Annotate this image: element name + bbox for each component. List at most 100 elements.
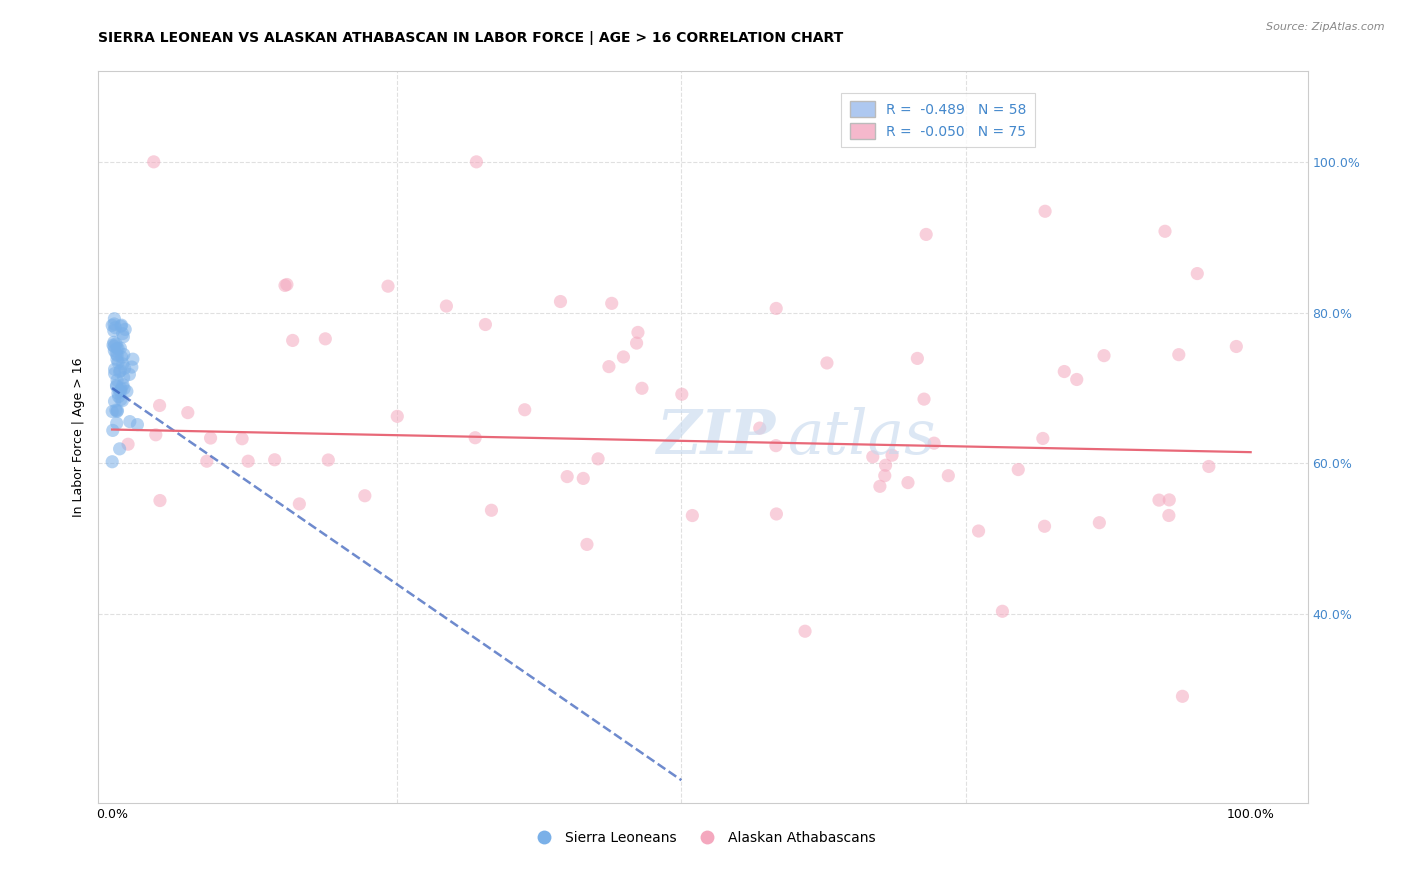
Point: [103, 311, 125, 326]
Point: [912, 392, 935, 406]
Point: [110, 384, 132, 398]
Point: [1033, 204, 1056, 219]
Point: [991, 604, 1014, 618]
Point: [105, 379, 128, 393]
Point: [111, 377, 134, 392]
Point: [105, 347, 128, 361]
Point: [111, 357, 134, 371]
Point: [112, 347, 135, 361]
Point: [105, 341, 128, 355]
Point: [110, 392, 132, 407]
Point: [815, 356, 838, 370]
Point: [103, 335, 125, 350]
Text: atlas: atlas: [787, 407, 936, 467]
Point: [464, 431, 486, 445]
Point: [1007, 462, 1029, 476]
Point: [121, 352, 143, 367]
Point: [765, 301, 787, 316]
Point: [231, 432, 253, 446]
Point: [555, 469, 578, 483]
Point: [880, 448, 903, 462]
Point: [104, 320, 127, 334]
Text: ZIP: ZIP: [657, 407, 776, 467]
Point: [481, 503, 503, 517]
Point: [1159, 492, 1181, 507]
Point: [103, 339, 125, 353]
Point: [110, 341, 132, 355]
Point: [177, 406, 200, 420]
Point: [1032, 432, 1054, 446]
Point: [195, 454, 218, 468]
Point: [112, 382, 135, 396]
Point: [127, 417, 149, 432]
Point: [513, 402, 536, 417]
Point: [149, 399, 172, 413]
Legend: Sierra Leoneans, Alaskan Athabascans: Sierra Leoneans, Alaskan Athabascans: [524, 826, 882, 851]
Point: [1088, 516, 1111, 530]
Point: [107, 355, 129, 369]
Point: [1033, 519, 1056, 533]
Point: [288, 497, 311, 511]
Point: [915, 227, 938, 242]
Point: [598, 359, 620, 374]
Point: [103, 362, 125, 376]
Point: [101, 424, 124, 438]
Point: [436, 299, 458, 313]
Point: [897, 475, 920, 490]
Point: [142, 154, 165, 169]
Point: [1167, 348, 1189, 362]
Point: [101, 455, 124, 469]
Point: [107, 403, 129, 417]
Point: [1171, 690, 1194, 704]
Point: [1154, 224, 1177, 238]
Text: Source: ZipAtlas.com: Source: ZipAtlas.com: [1267, 22, 1385, 32]
Point: [103, 317, 125, 331]
Point: [145, 427, 167, 442]
Point: [105, 349, 128, 363]
Point: [110, 382, 132, 396]
Point: [110, 318, 132, 333]
Point: [118, 415, 141, 429]
Point: [274, 278, 297, 293]
Point: [1053, 365, 1076, 379]
Point: [671, 387, 693, 401]
Point: [936, 468, 959, 483]
Point: [748, 421, 770, 435]
Point: [586, 451, 609, 466]
Point: [612, 350, 634, 364]
Point: [101, 404, 124, 418]
Point: [149, 493, 172, 508]
Point: [105, 416, 128, 430]
Point: [550, 294, 572, 309]
Point: [105, 337, 128, 351]
Point: [115, 384, 138, 399]
Point: [107, 386, 129, 401]
Point: [105, 378, 128, 392]
Point: [103, 343, 125, 358]
Point: [862, 450, 884, 464]
Point: [103, 324, 125, 338]
Point: [108, 442, 131, 456]
Point: [105, 373, 128, 387]
Point: [681, 508, 703, 523]
Point: [114, 322, 136, 336]
Point: [600, 296, 623, 310]
Point: [200, 431, 222, 445]
Point: [101, 338, 124, 352]
Point: [110, 319, 132, 334]
Point: [112, 370, 135, 384]
Point: [108, 365, 131, 379]
Point: [121, 359, 143, 374]
Point: [465, 154, 488, 169]
Point: [110, 364, 132, 378]
Point: [572, 471, 595, 485]
Point: [1147, 493, 1170, 508]
Point: [107, 342, 129, 356]
Point: [922, 436, 945, 450]
Point: [1157, 508, 1180, 523]
Point: [263, 452, 285, 467]
Point: [627, 326, 650, 340]
Point: [1187, 267, 1209, 281]
Point: [1092, 349, 1115, 363]
Point: [873, 468, 896, 483]
